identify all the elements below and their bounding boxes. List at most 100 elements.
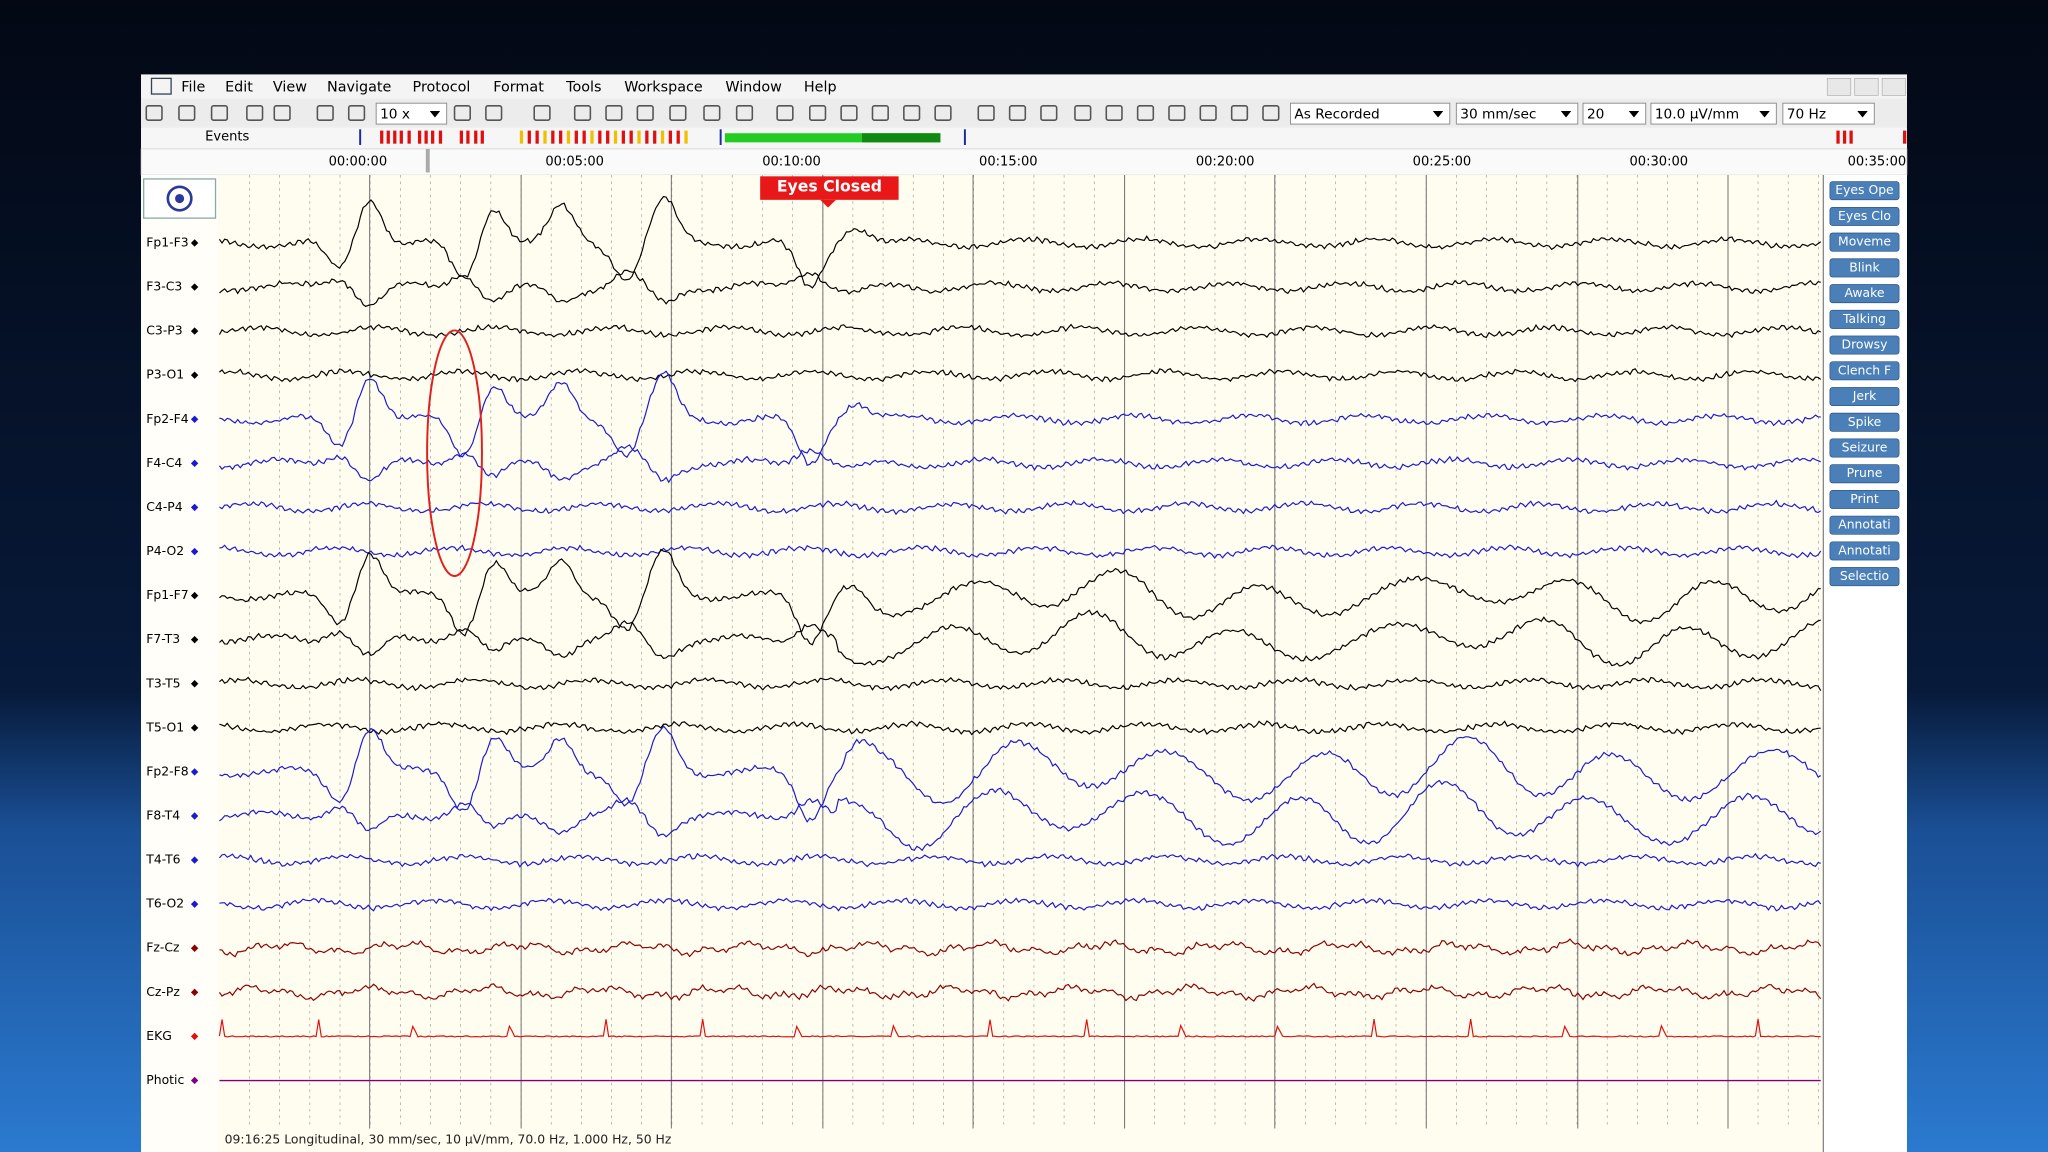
toolbar-icon[interactable]: [533, 105, 551, 121]
toolbar-icon[interactable]: [1199, 105, 1217, 121]
event-mark: [1842, 130, 1847, 144]
event-button[interactable]: [1829, 309, 1900, 329]
event-button[interactable]: [1829, 567, 1900, 587]
dropdown-value: 20: [1587, 106, 1604, 122]
dropdown[interactable]: [1650, 102, 1777, 125]
event-button[interactable]: [1829, 541, 1900, 561]
menu-item[interactable]: Workspace: [624, 80, 703, 96]
trace: [219, 269, 1821, 308]
channel-label: Fp2-F8: [146, 763, 188, 778]
time-label: 00:00:00: [329, 154, 388, 169]
event-mark: [668, 130, 672, 144]
toolbar-icon[interactable]: [347, 105, 366, 121]
event-button[interactable]: [1829, 206, 1900, 226]
menu-item[interactable]: Protocol: [413, 80, 471, 96]
menu-item[interactable]: Window: [725, 80, 782, 96]
toolbar-icon[interactable]: [210, 105, 229, 121]
event-button[interactable]: [1829, 284, 1900, 304]
event-button[interactable]: [1829, 515, 1900, 535]
toolbar-icon[interactable]: [1008, 105, 1027, 121]
dropdown-value: 30 mm/sec: [1460, 106, 1536, 122]
toolbar-icon[interactable]: [453, 105, 471, 121]
dropdown[interactable]: [375, 102, 448, 125]
dropdown[interactable]: [1455, 102, 1579, 125]
event-button[interactable]: [1829, 464, 1900, 484]
channel-label: F7-T3: [146, 631, 180, 646]
toolbar-icon[interactable]: [669, 105, 687, 121]
event-button[interactable]: [1829, 489, 1900, 509]
trace: [218, 195, 1822, 289]
channel-label: Fz-Cz: [146, 940, 179, 955]
event-mark: [559, 130, 563, 144]
toolbar-icon[interactable]: [246, 105, 264, 121]
time-label: 00:35:00: [1848, 154, 1907, 169]
menu-item[interactable]: View: [273, 80, 307, 96]
event-button[interactable]: [1829, 232, 1900, 252]
dropdown[interactable]: [1289, 102, 1451, 125]
menu-item[interactable]: Edit: [225, 80, 253, 96]
dropdown-value: 10 x: [380, 106, 410, 122]
event-button[interactable]: [1829, 258, 1900, 278]
toolbar-icon[interactable]: [903, 105, 921, 121]
toolbar-icon[interactable]: [316, 105, 334, 121]
toolbar-icon[interactable]: [1105, 105, 1123, 121]
event-button-label: Clench F: [1838, 362, 1891, 377]
annotation-box[interactable]: [760, 176, 899, 200]
toolbar-icon[interactable]: [934, 105, 952, 121]
window-control[interactable]: [1826, 78, 1852, 96]
toolbar-icon[interactable]: [636, 105, 654, 121]
trace: [218, 852, 1821, 868]
channel-dot: [190, 327, 199, 335]
window-control[interactable]: [1854, 78, 1879, 96]
menu-item[interactable]: File: [181, 80, 205, 96]
event-mark: [606, 130, 610, 144]
toolbar-icon[interactable]: [1262, 105, 1280, 121]
toolbar-icon[interactable]: [703, 105, 721, 121]
toolbar-icon[interactable]: [485, 105, 503, 121]
dropdown[interactable]: [1782, 102, 1875, 125]
menu-item[interactable]: Help: [804, 80, 837, 96]
trace: [219, 897, 1822, 912]
dropdown[interactable]: [1582, 102, 1647, 125]
menu-item[interactable]: Navigate: [327, 80, 392, 96]
toolbar-icon[interactable]: [871, 105, 889, 121]
menu-item[interactable]: Format: [493, 80, 544, 96]
view-icon-dot: [175, 193, 185, 204]
event-button-label: Seizure: [1842, 440, 1888, 455]
event-button[interactable]: [1829, 387, 1900, 407]
toolbar-icon[interactable]: [573, 105, 592, 121]
toolbar-icon[interactable]: [977, 105, 995, 121]
toolbar-icon[interactable]: [605, 105, 623, 121]
toolbar-icon[interactable]: [1136, 105, 1155, 121]
event-mark: [590, 130, 594, 144]
toolbar-icon[interactable]: [145, 105, 163, 121]
events-label: Events: [205, 130, 249, 145]
time-label: 00:05:00: [545, 154, 604, 169]
toolbar-icon[interactable]: [273, 105, 291, 121]
event-button-label: Eyes Ope: [1835, 182, 1893, 197]
toolbar-icon[interactable]: [735, 105, 754, 121]
toolbar-icon[interactable]: [1074, 105, 1092, 121]
time-ruler: [140, 148, 1908, 176]
toolbar-icon[interactable]: [809, 105, 827, 121]
trace: [218, 1018, 1821, 1038]
event-button[interactable]: [1829, 181, 1900, 201]
event-button[interactable]: [1829, 412, 1900, 432]
toolbar-icon[interactable]: [178, 105, 196, 121]
channel-dot: [190, 1076, 199, 1085]
toolbar-icon[interactable]: [1168, 105, 1186, 121]
event-button[interactable]: [1829, 361, 1900, 381]
toolbar-icon[interactable]: [1040, 105, 1058, 121]
menu-item[interactable]: Tools: [565, 80, 601, 96]
event-button[interactable]: [1829, 438, 1900, 458]
event-button[interactable]: [1829, 335, 1900, 355]
event-button-label: Annotati: [1838, 542, 1891, 557]
trace: [219, 499, 1822, 516]
toolbar-icon[interactable]: [776, 105, 794, 121]
toolbar-icon[interactable]: [1230, 105, 1249, 121]
event-mark: [543, 130, 547, 144]
event-mark: [566, 130, 571, 144]
status-text: 09:16:25 Longitudinal, 30 mm/sec, 10 µV/…: [225, 1132, 672, 1147]
toolbar-icon[interactable]: [840, 105, 858, 121]
window-control[interactable]: [1881, 78, 1906, 96]
